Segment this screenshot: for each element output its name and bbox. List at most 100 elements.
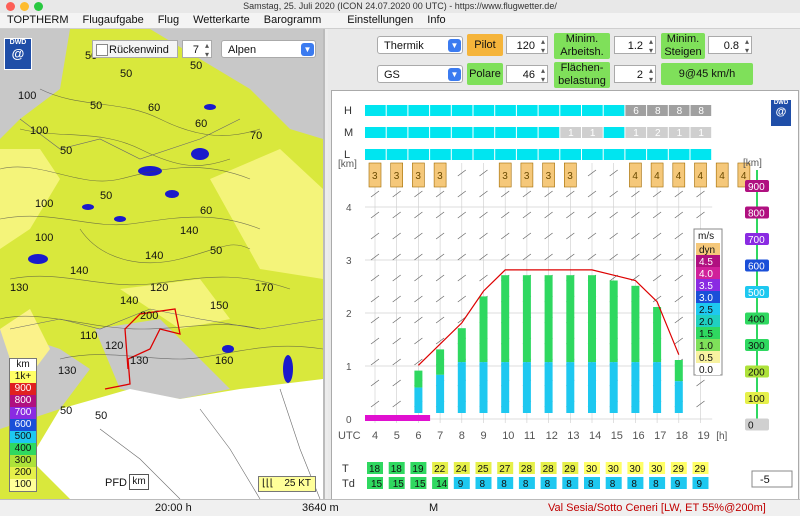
temperature-value: 18 — [391, 464, 403, 475]
wind-barb — [609, 169, 618, 177]
wind-barb — [674, 295, 684, 303]
svg-text:50: 50 — [210, 245, 222, 257]
stepper-arrows-icon[interactable]: ▴ ▾ — [540, 66, 545, 84]
wind-barb — [457, 232, 467, 240]
pilot-stepper[interactable]: 120 ▴ ▾ — [506, 36, 548, 55]
weather-map[interactable]: 100 50 50 50 50 60 70 60 100 50 100 50 5… — [0, 29, 325, 499]
wind-barb — [587, 211, 597, 219]
menu-info[interactable]: Info — [427, 14, 446, 26]
min-arbeitshoehe-stepper[interactable]: 1.2 ▴ ▾ — [614, 36, 656, 55]
cloud-cell — [473, 149, 495, 160]
dewpoint-value: 9 — [697, 479, 703, 490]
menu-toptherm[interactable]: TOPTHERM — [7, 14, 69, 26]
chevron-down-icon[interactable]: ▼ — [301, 43, 314, 56]
dewpoint-value: 15 — [371, 479, 383, 490]
wind-barb — [522, 190, 532, 198]
wind-barb — [370, 295, 380, 303]
cloud-cell — [516, 149, 538, 160]
cloud-cell — [495, 127, 516, 138]
cloud-cell — [560, 105, 581, 116]
polare-stepper[interactable]: 46 ▴ ▾ — [506, 65, 548, 84]
thermal-chart-panel[interactable]: DWD @ H 6 8 8 8 M 1 1 1 2 1 1 L [km] 0 1 2 3 4 4 5 6 7 8 9 10 11 12… — [331, 90, 799, 500]
cloud-base-box — [629, 162, 642, 188]
rueckenwind-checkbox[interactable]: Rückenwind — [92, 40, 178, 58]
thermal-bar-lower — [522, 362, 531, 413]
cloud-cell-value: 8 — [698, 106, 704, 117]
wind-barb — [674, 190, 684, 198]
wind-barb — [500, 253, 510, 261]
map-legend-item: 500 — [10, 431, 36, 443]
menu-einstellungen[interactable]: Einstellungen — [347, 14, 414, 26]
map-legend-item: 100 — [10, 479, 36, 491]
wind-barb — [392, 358, 401, 366]
wind-barb — [479, 190, 488, 198]
dewpoint-value: 8 — [523, 479, 529, 490]
wind-barb — [674, 253, 684, 261]
close-window-icon[interactable] — [6, 2, 15, 11]
cloud-cell — [647, 127, 668, 138]
menu-flugaufgabe[interactable]: Flugaufgabe — [82, 14, 144, 26]
cloud-base-label: 3 — [567, 171, 573, 182]
glider-select[interactable]: GS ▼ — [377, 65, 463, 83]
wind-barb — [414, 358, 423, 366]
dewpoint-value: 15 — [393, 479, 405, 490]
temperature-value: 19 — [412, 464, 424, 475]
thermal-bar — [674, 360, 683, 382]
temperature-value: 27 — [499, 464, 511, 475]
wind-barb — [435, 232, 445, 240]
alt-scale-swatch — [745, 206, 769, 219]
menu-barogramm[interactable]: Barogramm — [263, 14, 322, 26]
flaechenbelastung-stepper[interactable]: 2 ▴ ▾ — [614, 65, 656, 84]
svg-text:130: 130 — [10, 282, 28, 294]
x-tick-label: 9 — [481, 430, 487, 442]
svg-text:140: 140 — [120, 295, 138, 307]
wind-barb — [544, 190, 553, 198]
cloud-cell — [582, 127, 603, 138]
menu-wetterkarte[interactable]: Wetterkarte — [193, 14, 250, 26]
min-steigen-stepper[interactable]: 0.8 ▴ ▾ — [708, 36, 752, 55]
wind-barb — [522, 232, 532, 240]
y-axis-unit: [km] — [338, 159, 357, 170]
stepper-arrows-icon[interactable]: ▴ ▾ — [540, 37, 545, 55]
wind-barb — [566, 253, 575, 261]
map-canvas[interactable]: 100 50 50 50 50 60 70 60 100 50 100 50 5… — [0, 29, 323, 499]
temperature-cell — [475, 462, 492, 474]
wind-barb — [457, 190, 467, 198]
wind-barb — [652, 211, 662, 219]
checkbox-icon[interactable] — [96, 44, 108, 56]
pfd-unit-button[interactable]: km — [129, 474, 149, 490]
stepper-arrows-icon[interactable]: ▴ ▾ — [648, 66, 653, 84]
wind-barb — [696, 190, 705, 198]
thermal-bar-lower — [414, 387, 423, 413]
cloud-cell — [690, 105, 712, 116]
wind-barb — [566, 211, 575, 219]
x-tick-label: 12 — [546, 430, 558, 442]
svg-text:70: 70 — [250, 130, 262, 142]
wind-barb — [414, 316, 423, 324]
minimize-window-icon[interactable] — [20, 2, 29, 11]
stepper-arrows-icon[interactable]: ▴ ▾ — [744, 37, 749, 55]
wind-barb — [587, 232, 597, 240]
stepper-arrows-icon[interactable]: ▴ ▾ — [648, 37, 653, 55]
wind-barb — [370, 316, 380, 324]
menu-bar: TOPTHERM Flugaufgabe Flug Wetterkarte Ba… — [0, 13, 800, 29]
cloud-cell — [668, 105, 690, 116]
region-select[interactable]: Alpen ▼ — [221, 40, 316, 58]
menu-flug[interactable]: Flug — [157, 14, 180, 26]
rueckenwind-stepper[interactable]: 7 ▴ ▾ — [182, 40, 212, 59]
cloud-cell — [430, 105, 451, 116]
cloud-cell — [430, 127, 451, 138]
alt-scale-label: 100 — [748, 394, 765, 405]
chevron-down-icon[interactable]: ▼ — [448, 39, 461, 52]
dewpoint-value: 9 — [675, 479, 681, 490]
wind-barb — [652, 232, 662, 240]
zoom-window-icon[interactable] — [34, 2, 43, 11]
dewpoint-cell — [605, 477, 622, 489]
alt-scale-swatch — [745, 259, 769, 272]
chevron-down-icon[interactable]: ▼ — [448, 68, 461, 81]
window-controls[interactable] — [6, 2, 43, 11]
mode-select[interactable]: Thermik ▼ — [377, 36, 463, 54]
stepper-arrows-icon[interactable]: ▴ ▾ — [204, 41, 209, 59]
climb-legend-label: 0.0 — [699, 365, 713, 376]
